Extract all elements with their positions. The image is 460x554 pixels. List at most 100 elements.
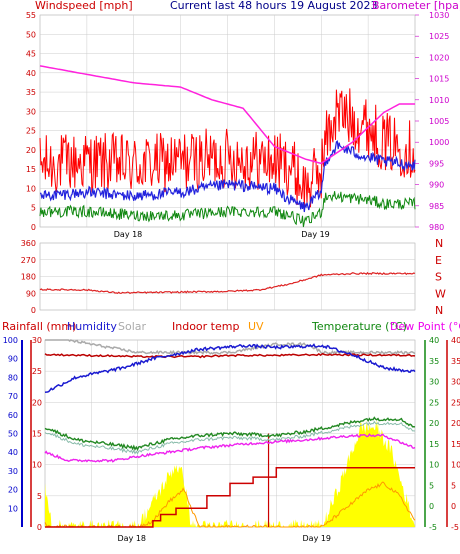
wind-tick-label: 45 xyxy=(26,50,36,59)
humidity-tick-label: 90 xyxy=(8,355,18,364)
direction-tick-label: 180 xyxy=(21,273,36,282)
compass-label: S xyxy=(435,271,442,284)
barometer-tick-label: 1005 xyxy=(429,117,449,126)
barometer-tick-label: 980 xyxy=(429,223,444,232)
series-rain-line xyxy=(45,467,415,528)
rain-tick-label: 10 xyxy=(32,461,42,470)
dewpoint-tick-label: -5 xyxy=(451,523,459,532)
dewpoint-tick-label: 35 xyxy=(451,357,460,366)
compass-label: N xyxy=(435,304,443,317)
bottom-legend: Rainfall (mm) Humidity Solar Indoor temp… xyxy=(2,320,460,333)
temp-x-tick-label: Day 19 xyxy=(303,534,332,543)
temperature-tick-label: 20 xyxy=(429,419,439,428)
temperature-panel: 0 5 10 15 20 25 30 10 20 30 40 50 60 70 80 90 100 -5 -5 0 0 5… xyxy=(3,336,460,543)
rain-tick-label: 25 xyxy=(32,367,42,376)
temperature-tick-label: 25 xyxy=(429,398,439,407)
wind-tick-label: 35 xyxy=(26,88,36,97)
legend-humidity: Humidity xyxy=(67,320,117,333)
windspeed-axis-title: Windspeed [mph] xyxy=(35,0,133,12)
temperature-tick-label: 30 xyxy=(429,378,439,387)
legend-temperature: Temperature (°C) xyxy=(311,320,407,333)
series-average-line xyxy=(39,140,416,213)
wind-tick-label: 10 xyxy=(26,184,36,193)
wind-tick-label: 0 xyxy=(31,223,36,232)
wind-tick-label: 15 xyxy=(26,165,36,174)
dewpoint-tick-label: 25 xyxy=(451,398,460,407)
dewpoint-tick-label: 20 xyxy=(451,419,460,428)
barometer-axis-title: Barometer [hpa] xyxy=(372,0,460,12)
dewpoint-tick-label: 30 xyxy=(451,378,460,387)
rain-tick-label: 5 xyxy=(37,492,42,501)
direction-tick-label: 0 xyxy=(31,306,36,315)
dewpoint-tick-label: 5 xyxy=(451,481,456,490)
humidity-tick-label: 70 xyxy=(8,392,18,401)
dewpoint-tick-label: 10 xyxy=(451,461,460,470)
compass-label: E xyxy=(435,254,442,267)
humidity-tick-label: 10 xyxy=(8,504,18,513)
dewpoint-tick-label: 0 xyxy=(451,502,456,511)
direction-tick-label: 270 xyxy=(21,256,36,265)
humidity-tick-label: 60 xyxy=(8,411,18,420)
humidity-tick-label: 50 xyxy=(8,430,18,439)
dewpoint-tick-label: 15 xyxy=(451,440,460,449)
temperature-tick-label: 10 xyxy=(429,461,439,470)
barometer-tick-label: 990 xyxy=(429,181,444,190)
barometer-tick-label: 985 xyxy=(429,202,444,211)
wind-tick-label: 20 xyxy=(26,146,36,155)
dewpoint-tick-label: 40 xyxy=(451,336,460,345)
rain-tick-label: 20 xyxy=(32,398,42,407)
series-temperature-shadow-line xyxy=(44,420,416,455)
wind-tick-label: 55 xyxy=(26,11,36,20)
barometer-tick-label: 1010 xyxy=(429,96,449,105)
humidity-tick-label: 40 xyxy=(8,448,18,457)
series-barometer-line xyxy=(39,65,415,165)
rain-tick-label: 0 xyxy=(37,523,42,532)
series-dewpoint-line xyxy=(44,433,416,463)
series-direction-line xyxy=(39,271,416,295)
legend-dewpoint: Dew Point (°C) xyxy=(390,320,460,333)
rain-tick-label: 30 xyxy=(32,336,42,345)
series-low-line xyxy=(39,191,416,228)
temp-x-tick-label: Day 18 xyxy=(118,534,147,543)
temperature-tick-label: -5 xyxy=(429,523,437,532)
chart-title: Current last 48 hours 19 August 2023 xyxy=(170,0,378,12)
compass-label: N xyxy=(435,237,443,250)
series-temperature-line xyxy=(44,416,416,452)
wind-tick-label: 30 xyxy=(26,107,36,116)
humidity-tick-label: 80 xyxy=(8,373,18,382)
wind-pressure-panel: 0510152025303540455055980985990995100010… xyxy=(26,11,450,239)
humidity-tick-label: 20 xyxy=(8,486,18,495)
wind-tick-label: 25 xyxy=(26,127,36,136)
temperature-tick-label: 5 xyxy=(429,481,434,490)
temperature-tick-label: 0 xyxy=(429,502,434,511)
wind-tick-label: 50 xyxy=(26,30,36,39)
series-solar-line xyxy=(45,339,416,356)
wind-tick-label: 40 xyxy=(26,69,36,78)
temperature-tick-label: 15 xyxy=(429,440,439,449)
legend-uv: UV xyxy=(248,320,264,333)
barometer-tick-label: 1025 xyxy=(429,32,449,41)
barometer-tick-label: 1030 xyxy=(429,11,449,20)
barometer-tick-label: 1015 xyxy=(429,75,449,84)
compass-label: W xyxy=(435,287,446,300)
wind-x-tick-label: Day 18 xyxy=(114,230,143,239)
legend-rainfall: Rainfall (mm) xyxy=(2,320,76,333)
temperature-tick-label: 40 xyxy=(429,336,439,345)
series-gust-line xyxy=(39,88,416,209)
wind-tick-label: 5 xyxy=(31,204,36,213)
barometer-tick-label: 995 xyxy=(429,159,444,168)
series-indoor-line xyxy=(44,352,416,359)
series-humidity-line xyxy=(44,343,416,393)
temperature-tick-label: 35 xyxy=(429,357,439,366)
wind-x-tick-label: Day 19 xyxy=(301,230,330,239)
legend-indoor-temp: Indoor temp xyxy=(172,320,239,333)
legend-solar: Solar xyxy=(118,320,147,333)
humidity-tick-label: 100 xyxy=(3,336,18,345)
direction-tick-label: 360 xyxy=(21,239,36,248)
barometer-tick-label: 1020 xyxy=(429,53,449,62)
rain-tick-label: 15 xyxy=(32,430,42,439)
humidity-tick-label: 30 xyxy=(8,467,18,476)
barometer-tick-label: 1000 xyxy=(429,138,449,147)
